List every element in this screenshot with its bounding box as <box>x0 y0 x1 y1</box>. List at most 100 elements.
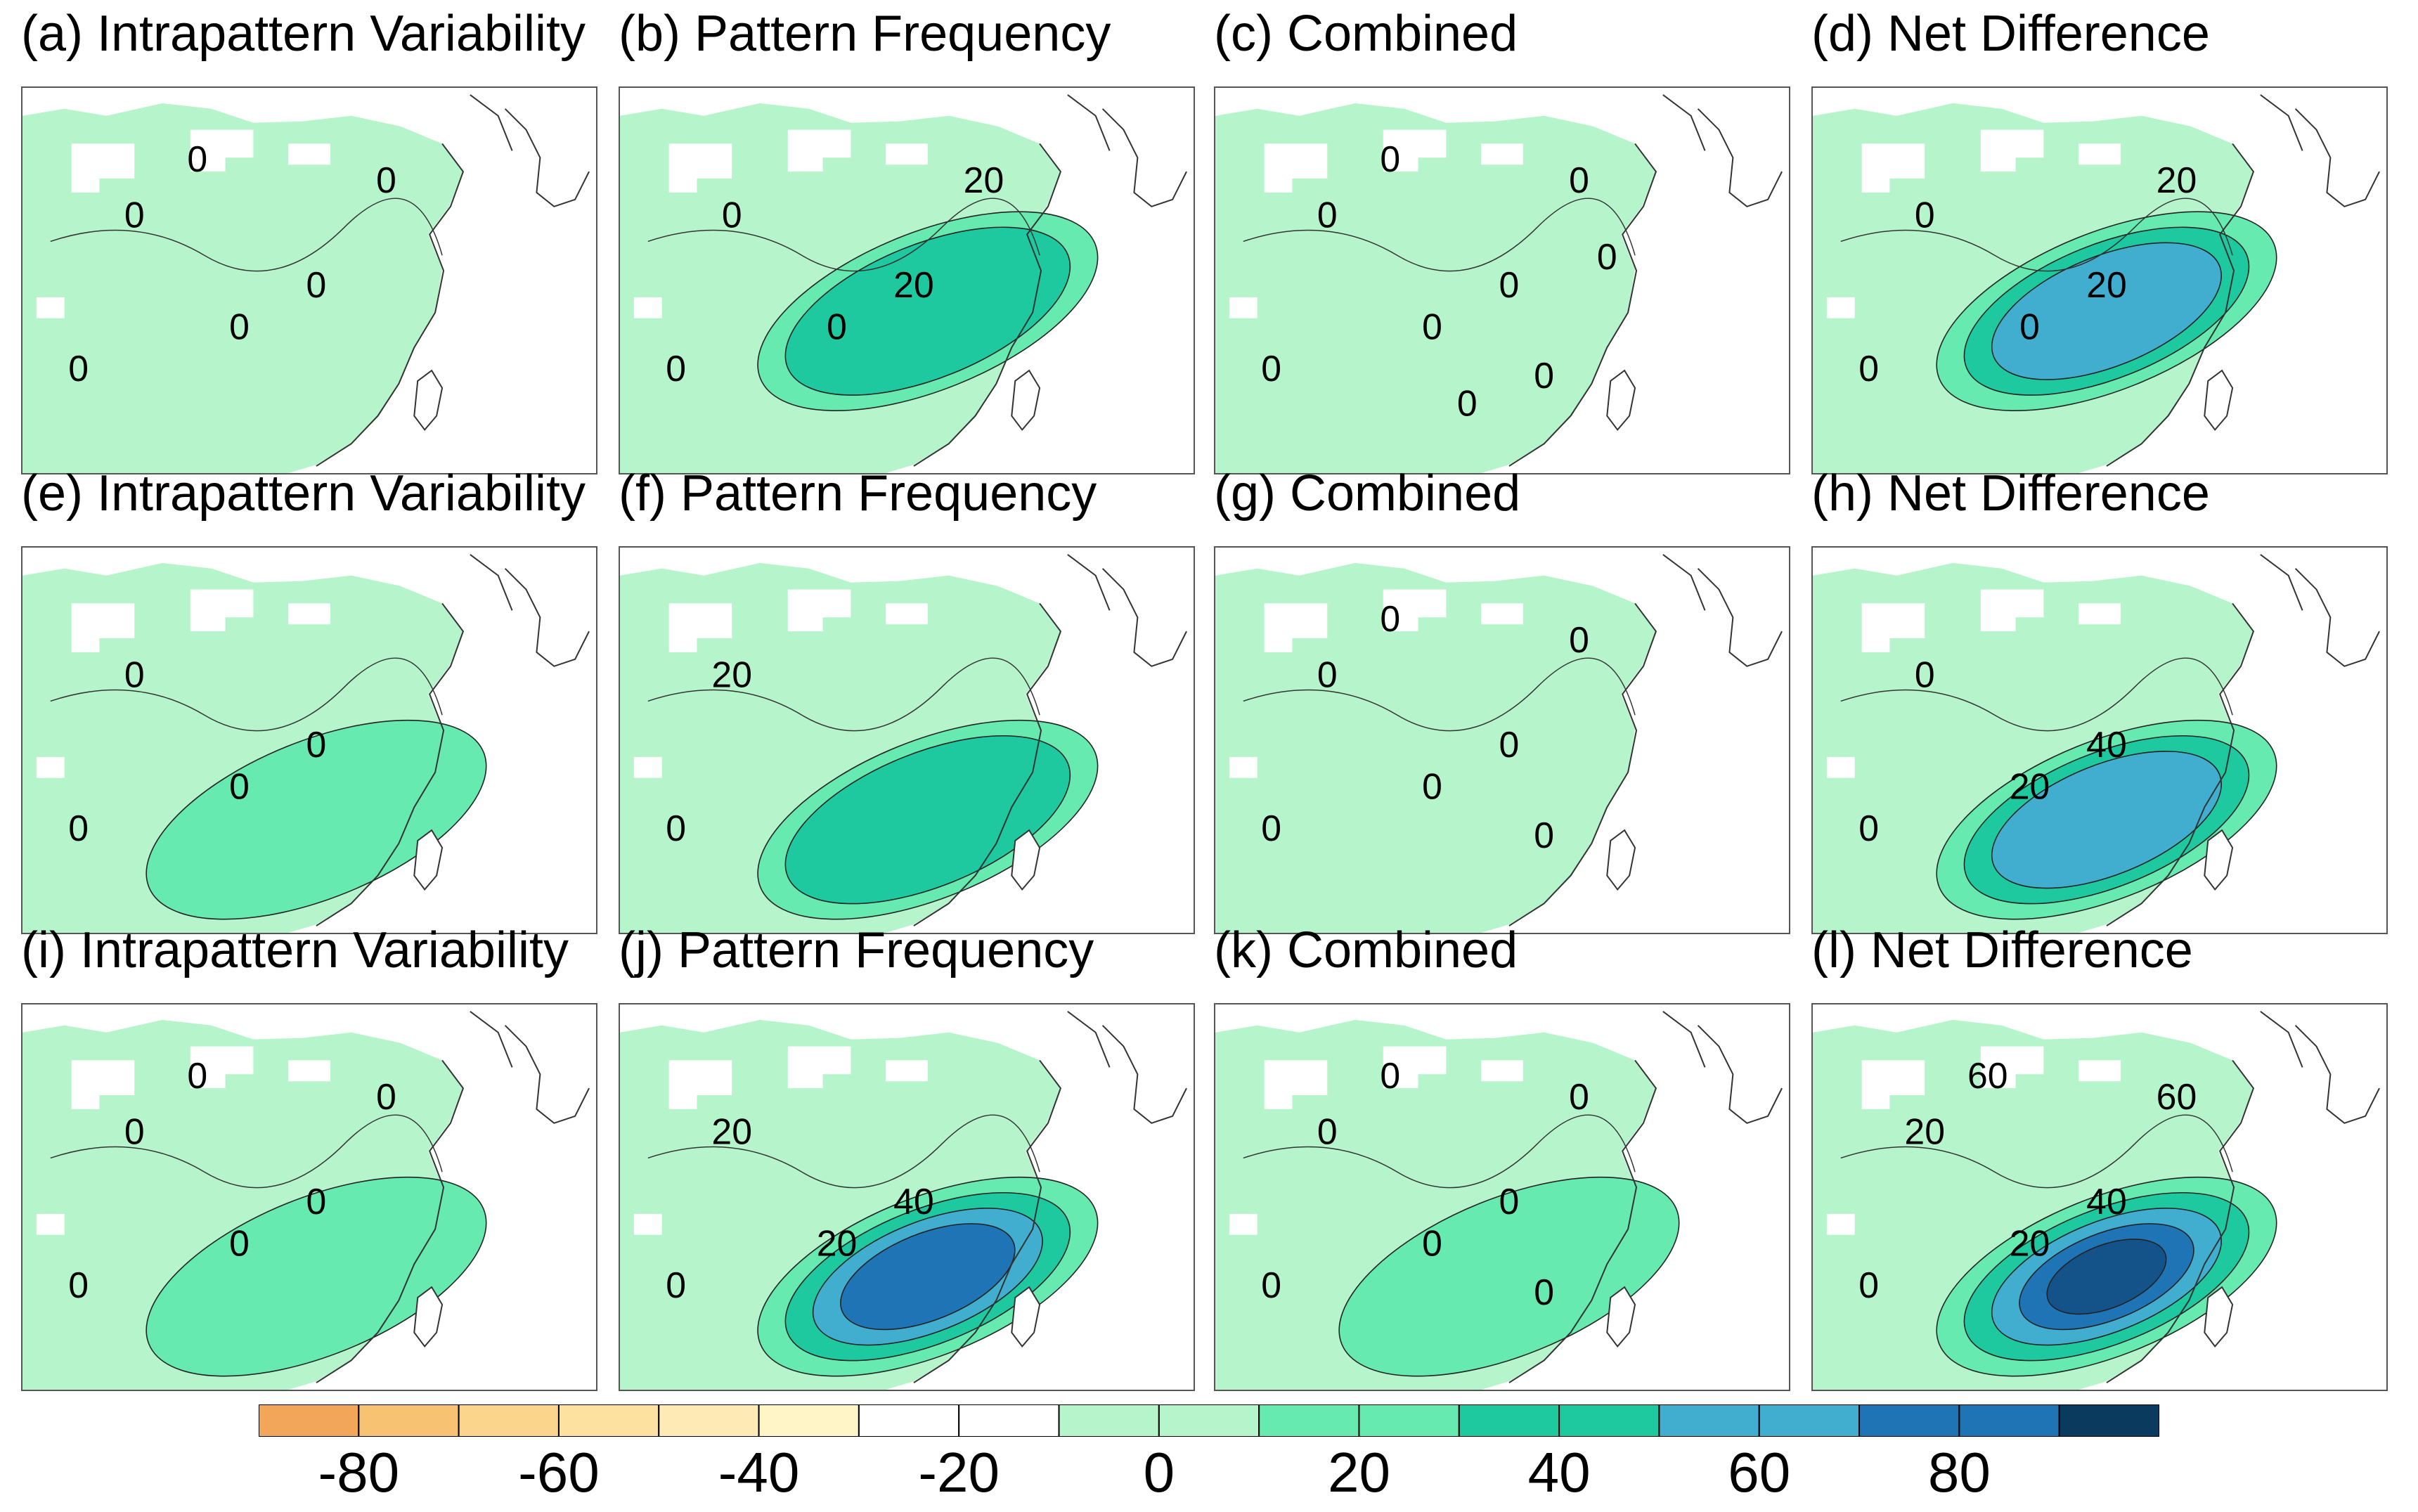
panel-title-i: (i) Intrapattern Variability <box>21 922 569 978</box>
colorbar-segment <box>1858 1404 1960 1437</box>
colorbar-segment <box>458 1404 560 1437</box>
contour-label: 0 <box>1569 1076 1589 1117</box>
missing-data-area <box>1383 129 1447 172</box>
map-svg-g: 0 0 0 0 0 0 0 <box>1215 548 1789 933</box>
map-svg-e: 0 0 0 0 <box>22 548 596 933</box>
panel-title-g: (g) Combined <box>1214 465 1521 522</box>
contour-label: 20 <box>1904 1111 1945 1152</box>
missing-data-area <box>288 143 330 165</box>
korea-coastline <box>2260 94 2380 207</box>
map-panel-b: 0 0 0 20 20 <box>619 86 1195 474</box>
contour-label: 0 <box>1317 1111 1338 1152</box>
korea-coastline <box>1067 94 1187 207</box>
coastline <box>913 1059 1062 1383</box>
map-svg-i: 0 0 0 0 0 0 <box>22 1004 596 1390</box>
panel-title-h: (h) Net Difference <box>1811 465 2210 522</box>
anomaly-contour-level-1 <box>1338 1176 1680 1377</box>
colorbar-tick-label: 80 <box>1927 1441 1991 1504</box>
contour-label: 40 <box>2086 1181 2127 1222</box>
missing-data-area <box>190 1046 254 1089</box>
contour-label: 20 <box>893 264 934 305</box>
taiwan-outline <box>413 369 444 432</box>
contour-label: 0 <box>1261 348 1281 389</box>
colorbar-tick-label: -40 <box>718 1441 800 1504</box>
korea-coastline <box>1662 554 1783 667</box>
missing-data-area <box>1481 1060 1523 1082</box>
contour-label: 0 <box>1858 348 1879 389</box>
coastline <box>316 602 465 926</box>
contour-label: 0 <box>124 1111 145 1152</box>
map-svg-b: 0 0 0 20 20 <box>620 88 1194 473</box>
map-panel-j: 0 20 20 40 <box>619 1003 1195 1391</box>
colorbar-tick-label: 40 <box>1527 1441 1591 1504</box>
colorbar-segment <box>1558 1404 1660 1437</box>
land-fill <box>1215 562 1656 933</box>
missing-data-area <box>1662 548 1789 933</box>
missing-data-area <box>1067 548 1194 933</box>
map-panel-e: 0 0 0 0 <box>21 546 597 934</box>
contour-label: 0 <box>1380 1055 1400 1096</box>
colorbar-tick-label: -80 <box>318 1441 400 1504</box>
contour-label: 0 <box>1317 195 1338 235</box>
contour-label: 20 <box>817 1222 858 1263</box>
colorbar-segment <box>958 1404 1060 1437</box>
colorbar-segment <box>1058 1404 1160 1437</box>
map-panel-h: 0 0 20 40 <box>1811 546 2388 934</box>
missing-data-area <box>1980 1046 2044 1089</box>
zero-contour-line <box>647 198 1040 272</box>
map-panel-k: 0 0 0 0 0 0 0 <box>1214 1003 1790 1391</box>
missing-data-area <box>36 756 65 778</box>
zero-contour-line <box>50 198 443 272</box>
map-svg-h: 0 0 20 40 <box>1813 548 2386 933</box>
colorbar-segment <box>1458 1404 1560 1437</box>
contour-label: 0 <box>68 1265 89 1305</box>
taiwan-outline <box>1011 1286 1041 1348</box>
korea-coastline <box>1067 554 1187 667</box>
missing-data-area <box>71 143 135 193</box>
contour-label: 0 <box>229 765 250 806</box>
map-svg-k: 0 0 0 0 0 0 0 <box>1215 1004 1789 1390</box>
contour-label: 0 <box>306 264 327 305</box>
missing-data-area <box>1229 756 1258 778</box>
colorbar-segment <box>1358 1404 1460 1437</box>
missing-data-area <box>1383 589 1447 632</box>
taiwan-outline <box>413 1286 444 1348</box>
missing-data-area <box>2078 603 2121 625</box>
contour-label: 0 <box>229 306 250 347</box>
missing-data-area <box>71 1060 135 1109</box>
missing-data-area <box>470 1004 596 1390</box>
contour-label: 20 <box>711 1111 752 1152</box>
colorbar-segment <box>1958 1404 2060 1437</box>
contour-label: 0 <box>68 808 89 848</box>
contour-label: 0 <box>124 195 145 235</box>
zero-contour-line <box>647 657 1040 732</box>
korea-coastline <box>470 1011 590 1124</box>
anomaly-contour-level-3 <box>1991 751 2222 889</box>
zero-contour-line <box>50 1114 443 1189</box>
contour-label: 0 <box>1569 160 1589 200</box>
missing-data-area <box>1229 297 1258 318</box>
contour-label: 0 <box>666 808 686 848</box>
map-svg-j: 0 20 20 40 <box>620 1004 1194 1390</box>
missing-data-area <box>2260 88 2386 473</box>
anomaly-contour-level-1 <box>146 719 487 920</box>
coastline <box>2106 1059 2255 1383</box>
coastline <box>1508 1059 1657 1383</box>
contour-label: 0 <box>1569 619 1589 660</box>
contour-label: 60 <box>1967 1055 2008 1096</box>
anomaly-contour-level-2 <box>784 226 1071 396</box>
colorbar-segment <box>557 1404 660 1437</box>
contour-label: 20 <box>2086 264 2127 305</box>
zero-contour-line <box>1243 657 1636 732</box>
zero-contour-line <box>1840 1114 2233 1189</box>
colorbar-segment <box>1758 1404 1861 1437</box>
contour-label: 0 <box>1261 1265 1281 1305</box>
missing-data-area <box>633 297 662 318</box>
contour-label: 20 <box>2010 1222 2050 1263</box>
colorbar-segment <box>1258 1404 1360 1437</box>
anomaly-contour-level-4 <box>840 1223 1016 1331</box>
contour-label: 20 <box>711 654 752 695</box>
missing-data-area <box>1861 603 1925 652</box>
panel-title-j: (j) Pattern Frequency <box>619 922 1094 978</box>
missing-data-area <box>190 589 254 632</box>
